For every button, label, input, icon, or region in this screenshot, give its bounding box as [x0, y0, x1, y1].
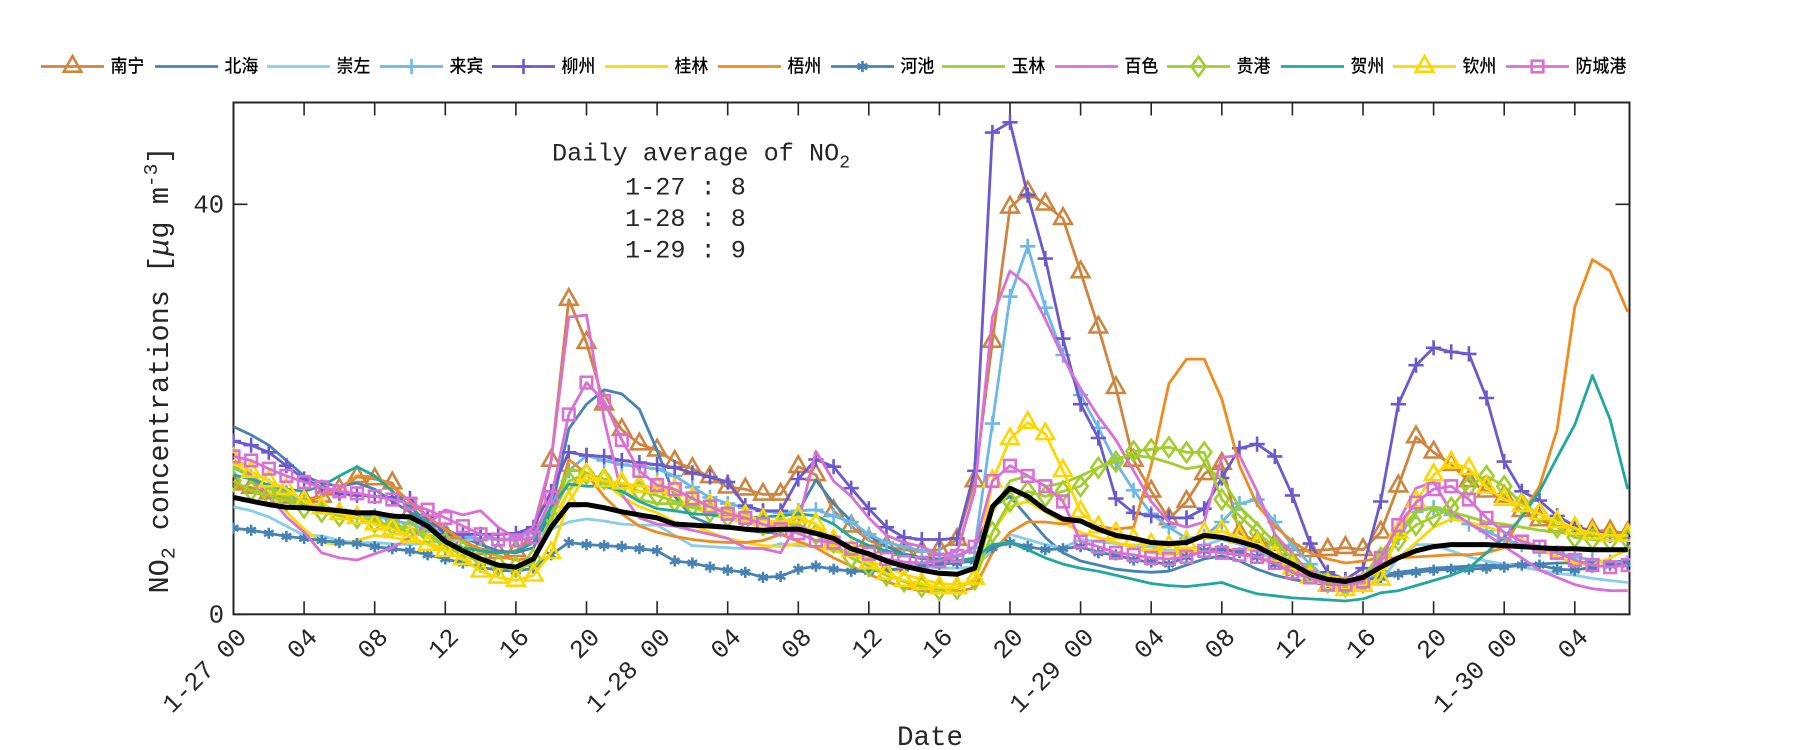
svg-text:0: 0	[209, 601, 224, 630]
svg-text:1-28 : 8: 1-28 : 8	[625, 205, 746, 234]
svg-text:Daily average of NO2: Daily average of NO2	[552, 140, 850, 174]
svg-text:NO2 concentrations [μg m-3]: NO2 concentrations [μg m-3]	[141, 147, 181, 594]
svg-text:40: 40	[193, 191, 224, 220]
svg-text:1-29 : 9: 1-29 : 9	[625, 237, 746, 266]
svg-text:1-27 : 8: 1-27 : 8	[625, 174, 746, 203]
svg-text:Date: Date	[897, 723, 963, 750]
